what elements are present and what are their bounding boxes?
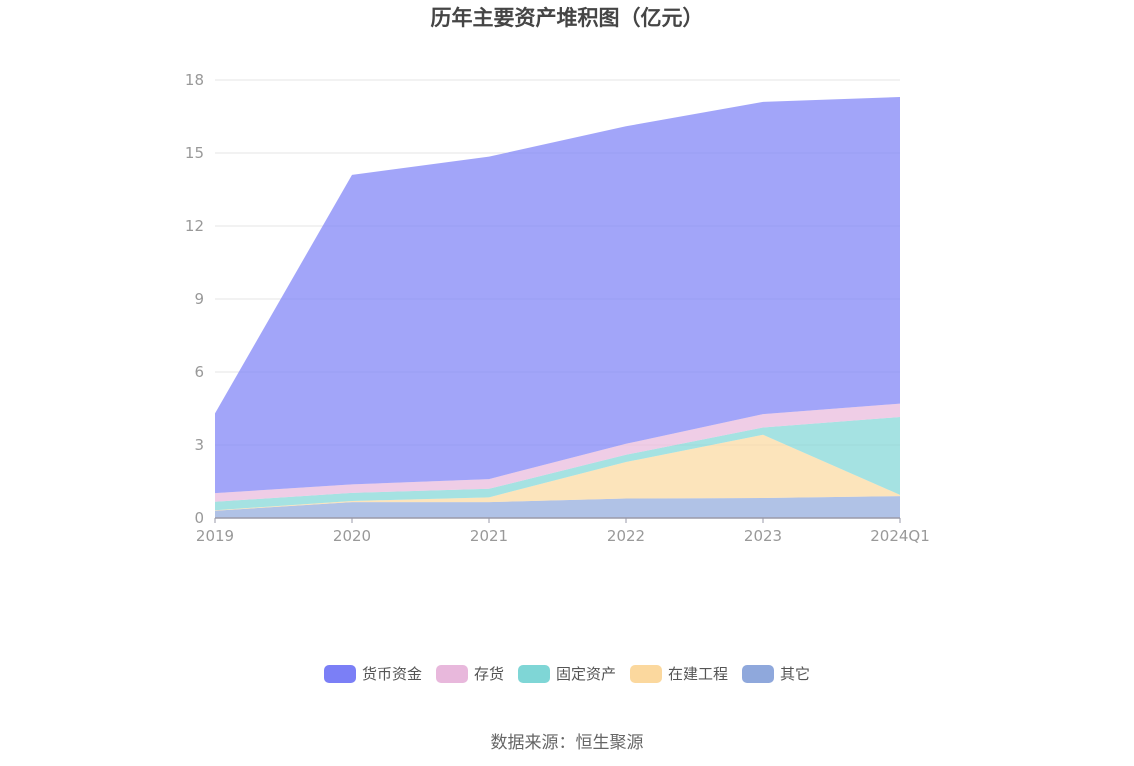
legend-label: 存货 [473, 665, 504, 683]
chart-title: 历年主要资产堆积图（亿元） [430, 6, 704, 30]
legend-swatch [630, 664, 662, 683]
area-series [215, 97, 900, 518]
x-tick-label: 2023 [744, 527, 782, 545]
legend-label: 在建工程 [668, 665, 729, 683]
legend-item[interactable]: 在建工程 [630, 663, 728, 684]
data-source: 数据来源：恒生聚源 [490, 733, 644, 753]
legend-swatch [742, 664, 775, 683]
x-tick-label: 2024Q1 [870, 527, 930, 545]
legend-item[interactable]: 固定资产 [517, 663, 616, 684]
area-存货[interactable] [215, 403, 900, 502]
y-tick-label: 18 [185, 71, 204, 89]
legend-label: 固定资产 [555, 665, 616, 683]
axes: 0 3 6 9 12 15 18 2019 2020 2021 2022 2023 2024Q1 [185, 71, 930, 545]
legend-swatch [517, 664, 550, 683]
y-tick-label: 9 [194, 290, 204, 308]
area-货币资金[interactable] [215, 97, 900, 494]
legend-swatch [323, 664, 356, 683]
y-tick-label: 15 [185, 144, 204, 162]
legend-item[interactable]: 存货 [435, 663, 504, 684]
y-tick-label: 12 [185, 217, 204, 235]
legend: 货币资金 存货 固定资产 在建工程 其它 [0, 663, 1134, 684]
x-tick-label: 2019 [196, 527, 234, 545]
area-固定资产[interactable] [215, 417, 900, 511]
y-tick-label: 6 [194, 363, 204, 381]
legend-item[interactable]: 货币资金 [323, 663, 422, 684]
x-tick-label: 2022 [607, 527, 645, 545]
x-tick-label: 2020 [333, 527, 371, 545]
legend-label: 货币资金 [361, 665, 422, 683]
legend-item[interactable]: 其它 [742, 663, 810, 684]
x-tick-label: 2021 [470, 527, 508, 545]
area-其它[interactable] [215, 496, 900, 518]
y-tick-label: 0 [194, 509, 204, 527]
legend-label: 其它 [780, 665, 811, 683]
legend-swatch [435, 664, 468, 683]
y-tick-label: 3 [194, 436, 204, 454]
area-在建工程[interactable] [215, 434, 900, 511]
